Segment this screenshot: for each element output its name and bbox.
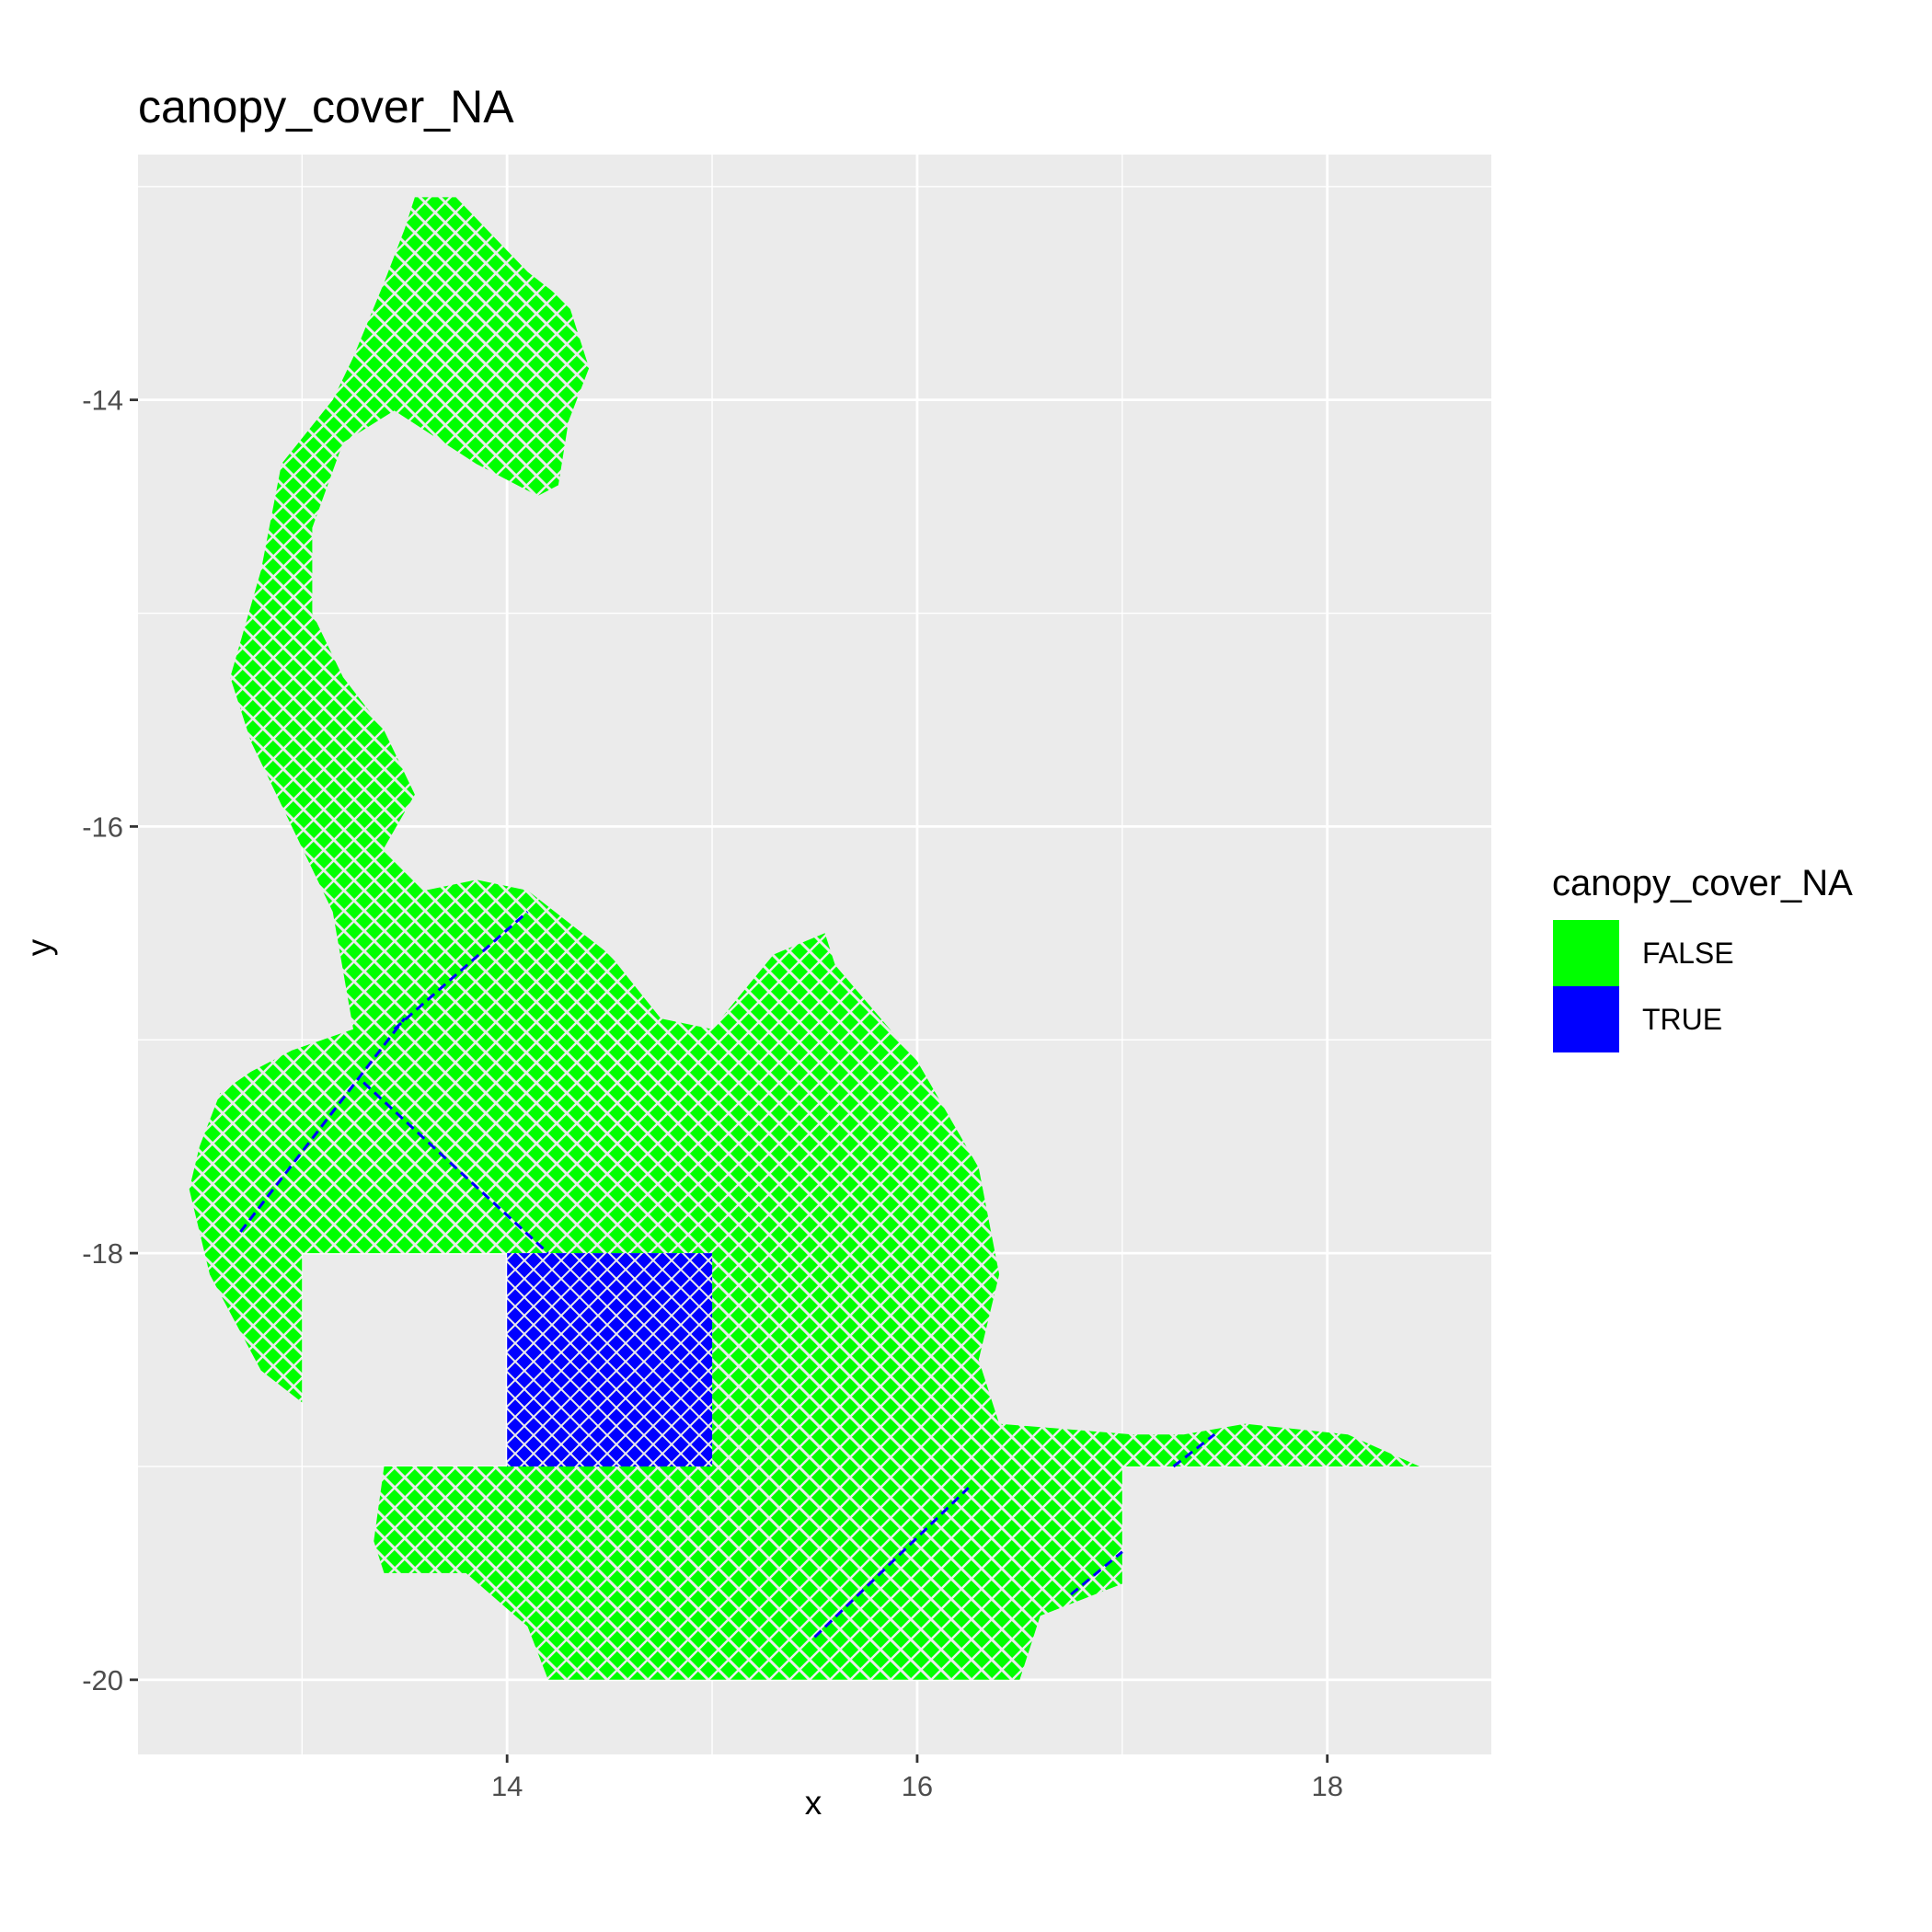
raster-streak-true xyxy=(1172,1433,1216,1468)
raster-streak-true xyxy=(239,1018,406,1233)
raster-region-false xyxy=(189,197,1420,1680)
y-axis: -14 -16 -18 -20 xyxy=(82,385,138,1696)
raster-layer xyxy=(189,197,1420,1680)
legend: canopy_cover_NA FALSE TRUE xyxy=(1552,863,1853,1052)
legend-label-false: FALSE xyxy=(1642,937,1734,970)
legend-label-true: TRUE xyxy=(1642,1003,1722,1036)
x-tick-label: 16 xyxy=(902,1770,933,1802)
y-tick-label: -14 xyxy=(82,385,123,417)
y-tick-label: -18 xyxy=(82,1237,123,1270)
legend-swatch-false xyxy=(1553,920,1619,986)
raster-region-true xyxy=(507,1253,713,1466)
raster-streak-true xyxy=(1070,1550,1123,1596)
legend-title: canopy_cover_NA xyxy=(1552,863,1853,903)
x-tick-label: 14 xyxy=(491,1770,523,1802)
x-tick-label: 18 xyxy=(1311,1770,1342,1802)
y-tick-label: -16 xyxy=(82,811,123,843)
y-axis-label: y xyxy=(20,938,58,956)
raster-streak-true xyxy=(362,1081,549,1255)
x-axis: 14 16 18 xyxy=(491,1754,1343,1802)
y-tick-label: -20 xyxy=(82,1664,123,1696)
chart-title: canopy_cover_NA xyxy=(138,81,514,132)
raster-streak-true xyxy=(393,911,529,1030)
x-axis-label: x xyxy=(805,1784,822,1822)
legend-swatch-true xyxy=(1553,986,1619,1052)
raster-streak-true xyxy=(813,1487,970,1639)
